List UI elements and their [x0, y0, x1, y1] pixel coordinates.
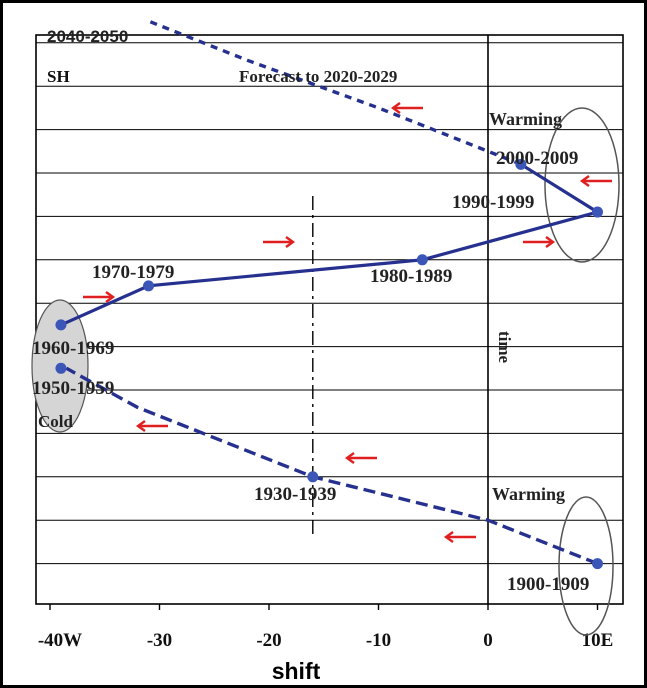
data-point	[307, 471, 319, 483]
y-axis-title: time	[495, 331, 514, 364]
data-point	[143, 280, 155, 292]
shift-arrow-head	[285, 236, 296, 248]
data-point	[55, 319, 67, 331]
data-point	[592, 206, 603, 218]
data-point	[55, 362, 67, 374]
x-tick-label: -20	[256, 630, 281, 651]
point-label: 1990-1999	[452, 192, 534, 213]
x-tick-label: 0	[483, 630, 493, 651]
x-tick-label: -30	[147, 630, 172, 651]
shift-arrow-head	[135, 420, 146, 432]
point-label: 2040-2050	[47, 27, 128, 46]
point-label: 1980-1989	[370, 266, 452, 287]
shift-arrow-head	[344, 452, 355, 464]
shift-arrow-head	[105, 291, 116, 303]
x-axis-title: shift	[272, 658, 321, 684]
x-tick-label: -40W	[38, 630, 82, 651]
x-tick-label: -10	[366, 630, 391, 651]
shift-arrow-head	[390, 102, 401, 114]
x-tick-label: 10E	[582, 630, 614, 651]
series-line-3	[147, 19, 522, 166]
shift-arrow-head	[579, 175, 590, 187]
data-point	[592, 558, 603, 570]
corner-label: SH	[47, 67, 70, 86]
point-label: 1950-1959	[32, 378, 114, 399]
forecast-label: Forecast to 2020-2029	[239, 67, 397, 86]
plot-area-border	[35, 34, 624, 605]
annotation-warming-bottom: Warming	[492, 484, 565, 504]
point-label: 2000-2009	[496, 148, 578, 169]
annotation-warming-top: Warming	[489, 109, 562, 129]
shift-arrow-head	[545, 236, 556, 248]
point-label: 1970-1979	[92, 262, 174, 283]
point-label: 1930-1939	[254, 484, 336, 505]
point-label: 1900-1909	[507, 574, 589, 595]
data-point	[416, 254, 428, 266]
point-label: 1960-1969	[32, 338, 114, 359]
data-point	[515, 158, 527, 170]
shift-arrow-head	[443, 531, 454, 543]
annotation-cold: Cold	[38, 412, 74, 431]
warming-ellipse-top	[544, 107, 620, 263]
warming-ellipse-bottom	[558, 496, 614, 636]
